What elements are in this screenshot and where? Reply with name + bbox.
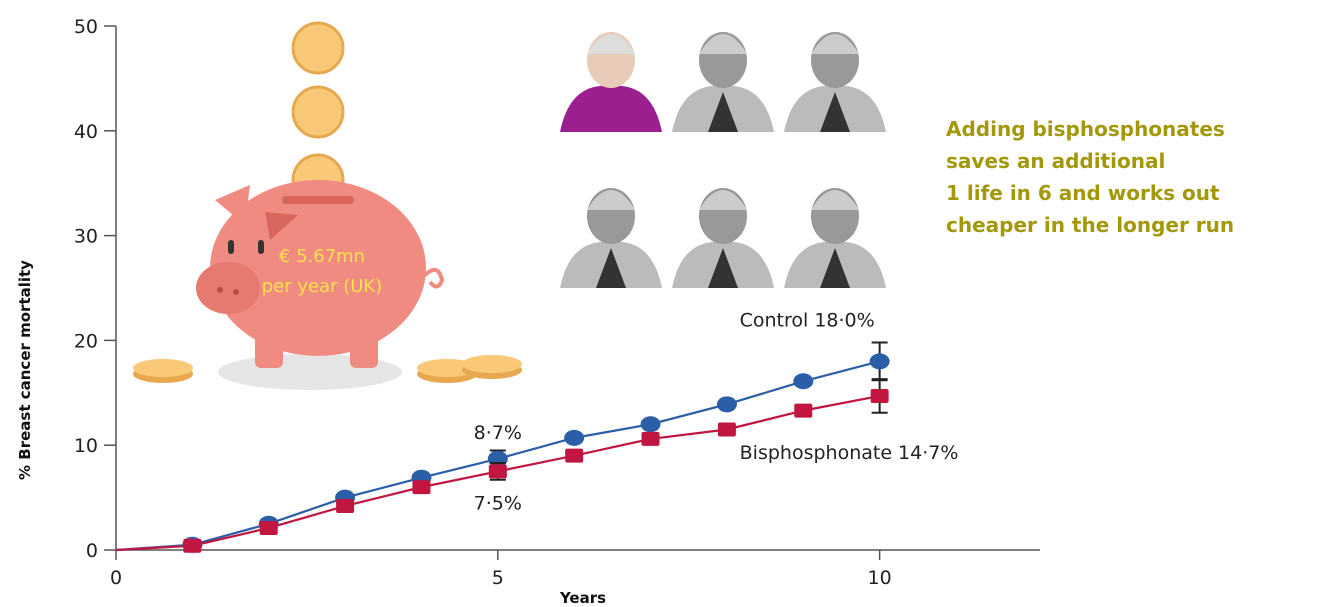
y-tick-label: 10 bbox=[74, 435, 98, 457]
marker bbox=[793, 373, 813, 389]
y-tick-label: 30 bbox=[74, 226, 98, 248]
marker bbox=[641, 416, 661, 432]
marker bbox=[260, 521, 278, 535]
marker bbox=[183, 539, 201, 553]
y-tick-label: 50 bbox=[74, 16, 98, 38]
callout-line: Adding bisphosphonates bbox=[946, 117, 1225, 141]
series-name: Bisphosphonate bbox=[740, 442, 892, 464]
y-axis-label: % Breast cancer mortality bbox=[16, 260, 34, 480]
marker bbox=[870, 353, 890, 369]
callout-line: 1 life in 6 and works out bbox=[946, 181, 1220, 205]
marker bbox=[489, 464, 507, 478]
callout-line: saves an additional bbox=[946, 149, 1165, 173]
marker bbox=[336, 499, 354, 513]
series-name: Control bbox=[740, 309, 809, 331]
end-label: Bisphosphonate 14·7% bbox=[740, 442, 959, 464]
page: € 5.67mn per year (UK) Adding bisphospho… bbox=[0, 0, 1335, 607]
y-tick-label: 40 bbox=[74, 121, 98, 143]
value-label: 7·5% bbox=[474, 492, 522, 514]
x-tick-label: 0 bbox=[110, 567, 122, 589]
chart: € 5.67mn per year (UK) Adding bisphospho… bbox=[0, 0, 1335, 607]
marker bbox=[871, 389, 889, 403]
marker bbox=[718, 422, 736, 436]
x-tick-label: 10 bbox=[868, 567, 892, 589]
x-axis-label: Years bbox=[559, 589, 606, 607]
marker bbox=[642, 432, 660, 446]
marker bbox=[717, 396, 737, 412]
callout-line: cheaper in the longer run bbox=[946, 213, 1234, 237]
piggy-label: per year (UK) bbox=[262, 276, 383, 297]
portraits bbox=[560, 20, 886, 288]
value-label: 18·0% bbox=[814, 309, 874, 331]
y-tick-label: 20 bbox=[74, 330, 98, 352]
marker bbox=[412, 480, 430, 494]
piggy-bank bbox=[133, 23, 522, 390]
y-tick-label: 0 bbox=[86, 540, 98, 562]
marker bbox=[564, 430, 584, 446]
value-label: 8·7% bbox=[474, 422, 522, 444]
value-label: 14·7% bbox=[898, 442, 958, 464]
marker bbox=[794, 404, 812, 418]
piggy-label: € 5.67mn bbox=[279, 246, 365, 267]
x-tick-label: 5 bbox=[492, 567, 504, 589]
marker bbox=[565, 449, 583, 463]
